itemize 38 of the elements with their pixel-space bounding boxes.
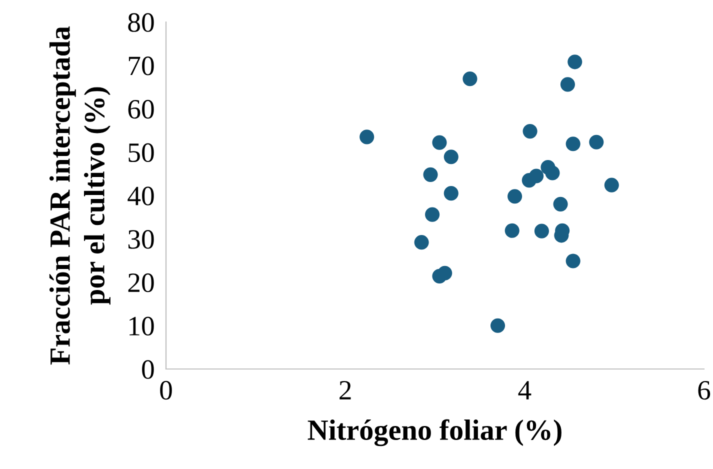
point — [566, 136, 580, 152]
point — [360, 130, 374, 144]
y-tick-label: 20 — [128, 273, 154, 292]
y-tick-label: 10 — [130, 316, 154, 336]
x-tick-label: 2 — [340, 380, 351, 400]
x-axis-title: Nitrógeno foliar (%) — [308, 419, 562, 446]
x-tick-label: 4 — [518, 381, 532, 400]
point — [534, 224, 549, 238]
point — [414, 235, 429, 250]
point — [462, 72, 478, 86]
y-tick-label: 40 — [128, 186, 154, 206]
point — [423, 167, 438, 182]
point — [560, 77, 575, 92]
point — [490, 318, 506, 333]
y-tick-label: 50 — [128, 143, 154, 162]
x-tick-label: 6 — [698, 380, 710, 400]
point — [432, 268, 447, 284]
point — [504, 223, 520, 238]
y-axis-title: Fracción PAR interceptada por el cultivo (%) — [49, 26, 110, 365]
x-tick-label: 0 — [160, 380, 172, 400]
point — [589, 134, 604, 150]
point — [545, 166, 560, 180]
y-tick-label: 70 — [128, 56, 154, 76]
point — [432, 135, 447, 150]
point — [522, 124, 538, 139]
point — [568, 54, 582, 70]
point — [566, 254, 580, 268]
point — [444, 150, 458, 164]
point — [553, 196, 568, 212]
point — [425, 207, 440, 222]
point — [522, 173, 536, 188]
point — [444, 186, 458, 201]
point — [508, 189, 522, 204]
y-tick-label: 30 — [128, 230, 154, 249]
y-tick-label: 0 — [142, 360, 154, 379]
y-tick-label: 80 — [128, 13, 154, 32]
y-tick-label: 60 — [128, 100, 154, 119]
point — [604, 178, 619, 192]
